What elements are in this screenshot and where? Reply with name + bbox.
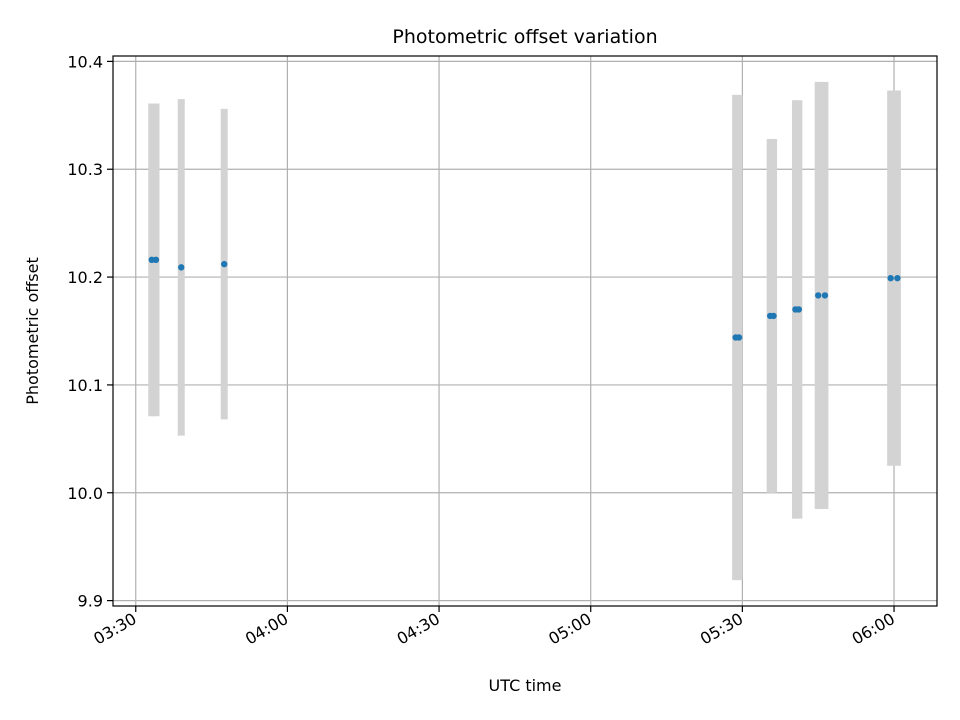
data-point [894, 274, 901, 282]
data-point [770, 312, 777, 320]
y-axis-ticks: 9.9 10.0 10.1 10.2 10.3 10.4 [67, 52, 113, 611]
grid [113, 56, 937, 606]
y-tick-label: 9.9 [78, 592, 103, 611]
x-axis-ticks: 03:30 04:00 04:30 05:00 05:30 06:00 [90, 606, 898, 649]
data-point [815, 292, 822, 299]
data-point [887, 274, 894, 282]
y-tick-label: 10.2 [67, 268, 103, 287]
x-tick-label: 06:00 [849, 609, 898, 649]
x-tick-label: 03:30 [90, 609, 139, 649]
data-point [178, 264, 185, 271]
x-tick-label: 05:30 [697, 609, 746, 649]
data-point [795, 306, 803, 313]
data-point [735, 334, 743, 341]
x-tick-label: 04:00 [242, 609, 291, 649]
chart-title: Photometric offset variation [392, 26, 657, 48]
y-tick-label: 10.1 [67, 376, 103, 395]
data-point [152, 256, 160, 264]
y-tick-label: 10.0 [67, 484, 103, 503]
x-axis-label: UTC time [489, 676, 562, 695]
plot-frame [112, 55, 938, 607]
y-tick-label: 10.3 [67, 160, 103, 179]
data-point [821, 292, 829, 299]
x-tick-label: 04:30 [394, 609, 443, 649]
error-bars [148, 81, 901, 581]
x-tick-label: 05:00 [545, 609, 594, 649]
data-point [221, 260, 228, 268]
data-points [148, 256, 901, 341]
y-tick-label: 10.4 [67, 52, 103, 71]
y-axis-label: Photometric offset [23, 257, 42, 405]
